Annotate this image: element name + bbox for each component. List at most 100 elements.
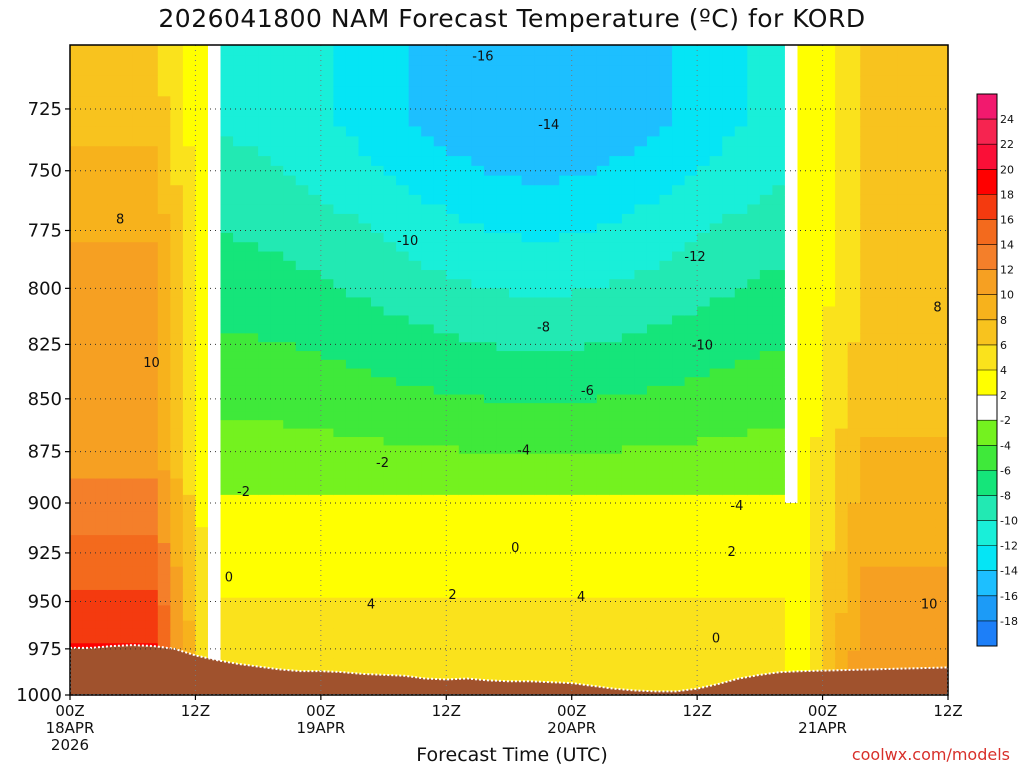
field-cell — [734, 511, 748, 520]
field-cell — [383, 550, 397, 560]
field-cell — [496, 589, 510, 599]
field-cell — [546, 106, 560, 118]
field-cell — [170, 411, 184, 421]
field-cell — [120, 45, 134, 56]
field-cell — [772, 385, 786, 396]
field-cell — [371, 494, 385, 504]
field-cell — [634, 377, 648, 387]
field-cell — [810, 612, 824, 622]
field-cell — [383, 502, 397, 512]
field-cell — [584, 333, 598, 343]
field-cell — [345, 643, 360, 652]
field-cell — [107, 411, 121, 421]
field-cell — [421, 65, 435, 77]
field-cell — [872, 297, 886, 308]
field-cell — [446, 470, 460, 480]
field-cell — [120, 55, 134, 67]
field-cell — [295, 279, 309, 289]
field-cell — [333, 75, 347, 87]
field-cell — [872, 478, 886, 488]
field-cell — [897, 453, 911, 463]
field-cell — [521, 351, 535, 361]
field-cell — [571, 478, 585, 488]
field-cell — [722, 116, 736, 128]
field-cell — [697, 175, 711, 186]
field-cell — [584, 116, 598, 128]
field-cell — [95, 462, 109, 471]
field-cell — [521, 156, 535, 167]
field-cell — [797, 519, 811, 528]
field-cell — [621, 597, 636, 606]
field-cell — [534, 566, 548, 576]
field-cell — [270, 342, 284, 352]
field-cell — [546, 420, 560, 430]
field-cell — [571, 635, 585, 644]
field-cell — [784, 297, 799, 308]
field-cell — [471, 185, 485, 196]
field-cell — [897, 270, 911, 280]
field-cell — [433, 96, 447, 108]
field-cell — [483, 519, 498, 528]
field-cell — [621, 368, 636, 378]
field-cell — [860, 574, 874, 583]
field-cell — [897, 297, 911, 308]
field-cell — [659, 368, 673, 378]
field-cell — [684, 65, 698, 77]
field-cell — [371, 403, 385, 413]
field-cell — [471, 665, 485, 674]
field-cell — [333, 106, 347, 118]
field-cell — [684, 658, 698, 667]
field-cell — [233, 428, 247, 438]
field-cell — [433, 359, 447, 370]
field-cell — [609, 96, 623, 108]
field-cell — [132, 620, 146, 629]
field-cell — [747, 260, 761, 271]
field-cell — [847, 643, 861, 652]
field-cell — [182, 315, 197, 326]
field-cell — [446, 213, 460, 225]
field-cell — [860, 394, 874, 404]
field-cell — [496, 116, 510, 128]
field-cell — [609, 213, 623, 225]
field-cell — [747, 185, 761, 196]
field-cell — [308, 156, 322, 167]
field-cell — [446, 453, 460, 463]
field-cell — [772, 589, 786, 599]
field-cell — [897, 462, 911, 471]
field-cell — [509, 377, 523, 387]
field-cell — [433, 232, 447, 243]
field-cell — [734, 453, 748, 463]
field-cell — [207, 385, 222, 396]
field-cell — [722, 270, 736, 280]
field-cell — [308, 126, 322, 137]
field-cell — [810, 342, 824, 352]
field-cell — [860, 462, 874, 471]
field-cell — [810, 45, 824, 56]
field-cell — [784, 136, 799, 147]
field-cell — [421, 650, 435, 659]
field-cell — [245, 213, 259, 225]
field-cell — [659, 223, 673, 234]
field-cell — [195, 574, 209, 583]
field-cell — [847, 628, 861, 637]
field-cell — [320, 342, 334, 352]
field-cell — [584, 511, 598, 520]
field-cell — [596, 635, 610, 644]
field-cell — [810, 55, 824, 67]
field-cell — [333, 315, 347, 326]
field-cell — [584, 175, 598, 186]
field-cell — [784, 270, 799, 280]
field-cell — [308, 260, 322, 271]
field-cell — [646, 597, 661, 606]
field-cell — [308, 582, 322, 591]
field-cell — [534, 672, 548, 681]
field-cell — [646, 628, 661, 637]
field-cell — [835, 635, 849, 644]
field-cell — [170, 377, 184, 387]
field-cell — [734, 156, 748, 167]
field-cell — [107, 445, 121, 455]
field-cell — [684, 550, 698, 560]
field-cell — [646, 270, 661, 280]
field-cell — [872, 351, 886, 361]
field-cell — [747, 324, 761, 334]
